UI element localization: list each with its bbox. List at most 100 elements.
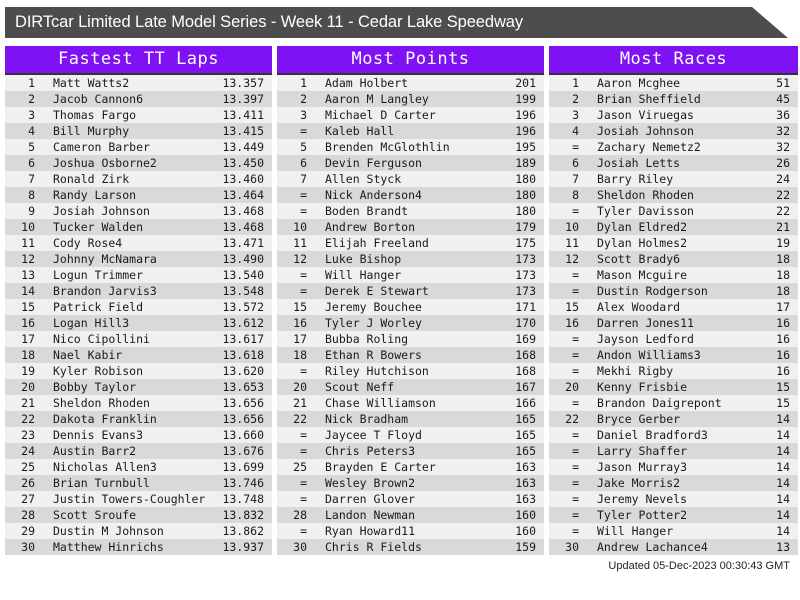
row-value: 51 <box>776 76 790 90</box>
row-driver-name: Cody Rose4 <box>53 236 123 250</box>
row-driver-name: Brandon Daigrepont <box>597 396 722 410</box>
row-rank: = <box>572 364 579 378</box>
row-value: 19 <box>776 236 790 250</box>
table-row: 29 Dustin M Johnson 13.862 <box>5 523 272 539</box>
row-value: 195 <box>515 140 536 154</box>
row-rank: 7 <box>28 172 35 186</box>
row-rank: = <box>572 508 579 522</box>
row-value: 169 <box>515 332 536 346</box>
table-row: 7 Barry Riley 24 <box>549 171 798 187</box>
row-value: 173 <box>515 252 536 266</box>
row-rank: 21 <box>21 396 35 410</box>
row-value: 15 <box>776 380 790 394</box>
table-row: = Nick Anderson4 180 <box>277 187 544 203</box>
row-driver-name: Derek E Stewart <box>325 284 429 298</box>
row-value: 13.656 <box>222 412 264 426</box>
row-value: 13.618 <box>222 348 264 362</box>
row-driver-name: Logun Trimmer <box>53 268 144 282</box>
row-value: 14 <box>776 460 790 474</box>
row-rank: 10 <box>21 220 35 234</box>
table-row: = Wesley Brown2 163 <box>277 475 544 491</box>
table-row: 3 Thomas Fargo 13.411 <box>5 107 272 123</box>
row-rank: = <box>300 188 307 202</box>
row-value: 13.397 <box>222 92 264 106</box>
row-driver-name: Brian Sheffield <box>597 92 701 106</box>
row-driver-name: Luke Bishop <box>325 252 402 266</box>
table-row: = Andon Williams3 16 <box>549 347 798 363</box>
row-rank: 28 <box>293 508 307 522</box>
table-row: 3 Jason Viruegas 36 <box>549 107 798 123</box>
row-driver-name: Nicholas Allen3 <box>53 460 157 474</box>
row-value: 171 <box>515 300 536 314</box>
table-row: 20 Kenny Frisbie 15 <box>549 379 798 395</box>
row-rank: 24 <box>21 444 35 458</box>
page-title: DIRTcar Limited Late Model Series - Week… <box>15 13 523 31</box>
row-value: 160 <box>515 524 536 538</box>
table-row: 12 Luke Bishop 173 <box>277 251 544 267</box>
row-driver-name: Nael Kabir <box>53 348 123 362</box>
row-driver-name: Dylan Eldred2 <box>597 220 688 234</box>
row-rank: 15 <box>293 300 307 314</box>
row-value: 13.449 <box>222 140 264 154</box>
row-driver-name: Brandon Jarvis3 <box>53 284 157 298</box>
row-driver-name: Randy Larson <box>53 188 137 202</box>
row-value: 13.540 <box>222 268 264 282</box>
row-rank: = <box>572 524 579 538</box>
table-row: 8 Randy Larson 13.464 <box>5 187 272 203</box>
table-row: 21 Chase Williamson 166 <box>277 395 544 411</box>
table-row: = Mason Mcguire 18 <box>549 267 798 283</box>
row-rank: = <box>300 444 307 458</box>
row-value: 175 <box>515 236 536 250</box>
row-driver-name: Dustin M Johnson <box>53 524 164 538</box>
row-value: 13.660 <box>222 428 264 442</box>
table-row: = Jason Murray3 14 <box>549 459 798 475</box>
row-rank: 3 <box>572 108 579 122</box>
row-driver-name: Jayson Ledford <box>597 332 694 346</box>
table-row: 17 Nico Cipollini 13.617 <box>5 331 272 347</box>
row-driver-name: Sheldon Rhoden <box>597 188 694 202</box>
title-banner-shape: DIRTcar Limited Late Model Series - Week… <box>5 7 788 38</box>
row-rank: 6 <box>300 156 307 170</box>
table-row: 24 Austin Barr2 13.676 <box>5 443 272 459</box>
row-rank: = <box>300 428 307 442</box>
row-rank: = <box>300 492 307 506</box>
row-value: 167 <box>515 380 536 394</box>
table-row: 2 Aaron M Langley 199 <box>277 91 544 107</box>
table-row: = Derek E Stewart 173 <box>277 283 544 299</box>
row-rank: 4 <box>28 124 35 138</box>
row-value: 13.415 <box>222 124 264 138</box>
row-value: 13.862 <box>222 524 264 538</box>
row-rank: 10 <box>293 220 307 234</box>
table-row: 15 Jeremy Bouchee 171 <box>277 299 544 315</box>
row-driver-name: Chris R Fields <box>325 540 422 554</box>
row-rank: 30 <box>565 540 579 554</box>
row-rank: 6 <box>572 156 579 170</box>
row-rank: 22 <box>21 412 35 426</box>
row-rank: 23 <box>21 428 35 442</box>
row-driver-name: Jacob Cannon6 <box>53 92 144 106</box>
row-driver-name: Barry Riley <box>597 172 674 186</box>
row-driver-name: Adam Holbert <box>325 76 409 90</box>
row-driver-name: Riley Hutchison <box>325 364 429 378</box>
row-driver-name: Alex Woodard <box>597 300 681 314</box>
table-row: 12 Johnny McNamara 13.490 <box>5 251 272 267</box>
row-value: 13.620 <box>222 364 264 378</box>
row-driver-name: Andrew Lachance4 <box>597 540 708 554</box>
row-driver-name: Patrick Field <box>53 300 144 314</box>
row-value: 22 <box>776 204 790 218</box>
row-value: 18 <box>776 268 790 282</box>
table-row: = Will Hanger 14 <box>549 523 798 539</box>
row-driver-name: Daniel Bradford3 <box>597 428 708 442</box>
row-rank: = <box>300 364 307 378</box>
row-value: 13.746 <box>222 476 264 490</box>
row-value: 13.748 <box>222 492 264 506</box>
table-row: 7 Ronald Zirk 13.460 <box>5 171 272 187</box>
row-driver-name: Josiah Johnson <box>53 204 150 218</box>
row-value: 13.656 <box>222 396 264 410</box>
row-rank: 12 <box>293 252 307 266</box>
table-row: = Darren Glover 163 <box>277 491 544 507</box>
row-rank: 10 <box>565 220 579 234</box>
row-driver-name: Scott Brady6 <box>597 252 681 266</box>
row-driver-name: Ronald Zirk <box>53 172 130 186</box>
row-rank: 5 <box>28 140 35 154</box>
